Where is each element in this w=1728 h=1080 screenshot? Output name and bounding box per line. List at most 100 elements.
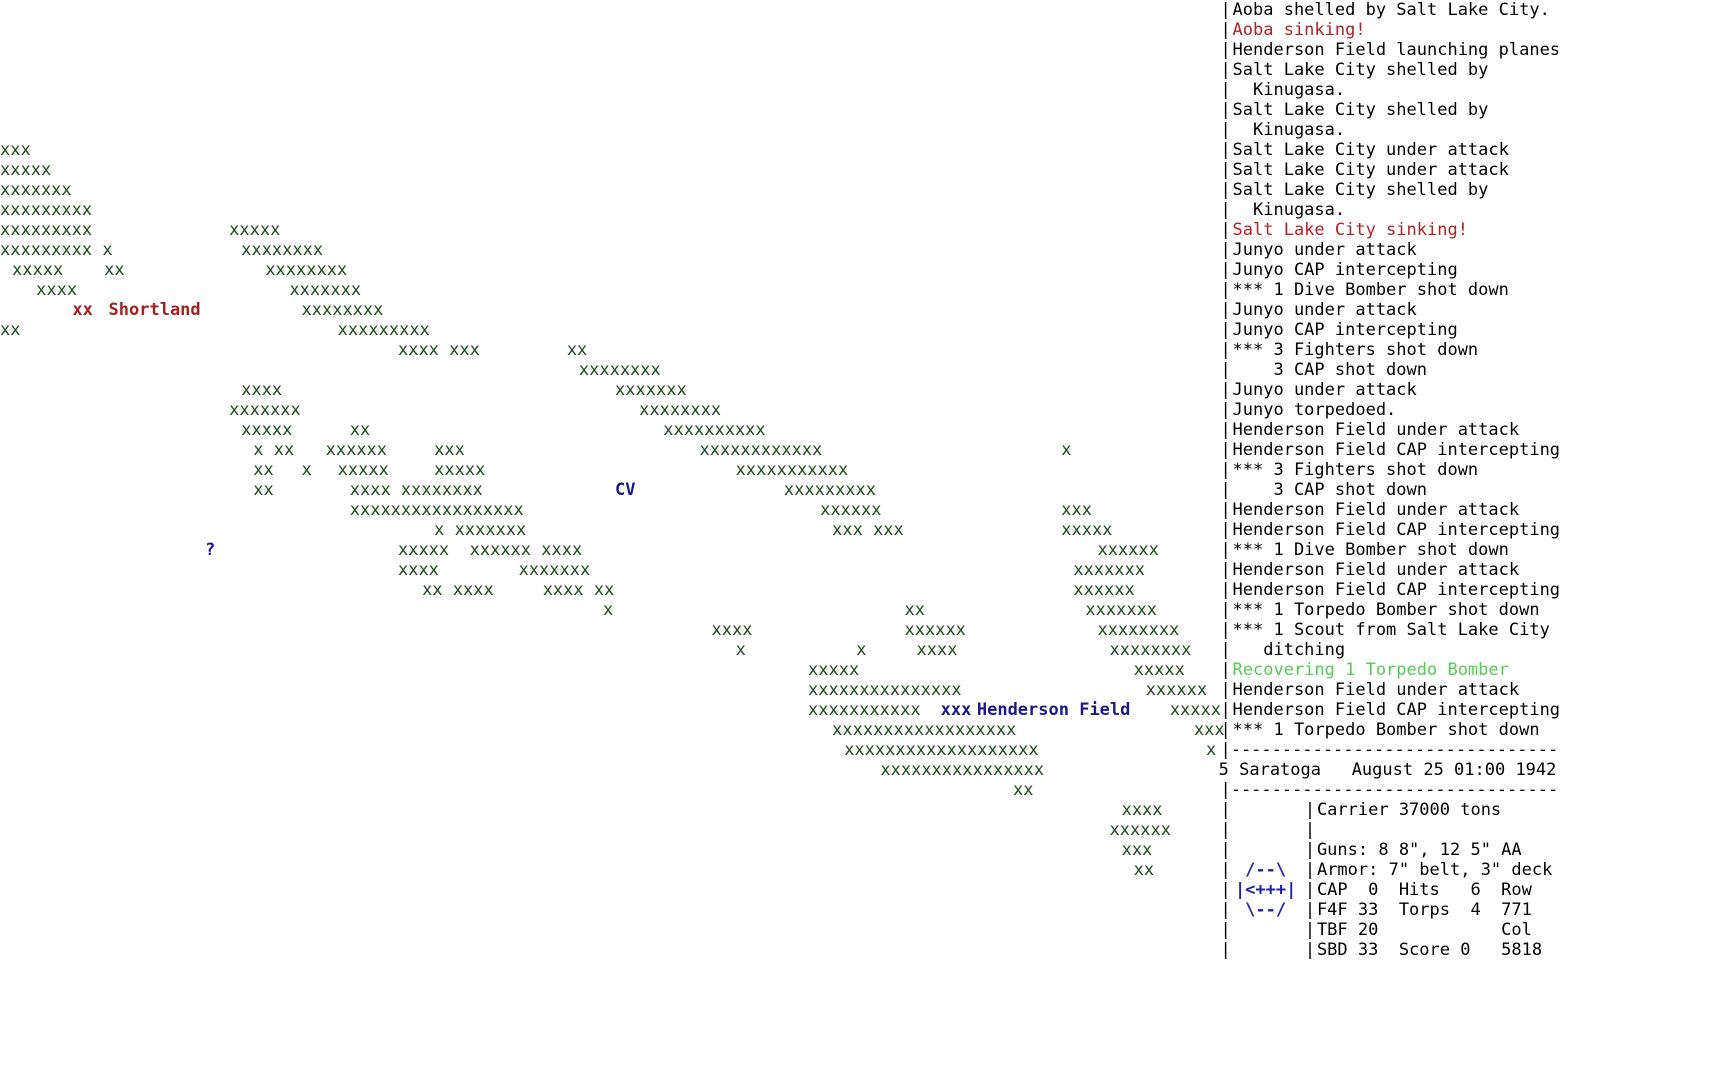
status-detail-line: Armor: 7" belt, 3" deck [1316, 860, 1553, 880]
map-terrain-run: xxxx [916, 640, 958, 660]
map-terrain-run: xxx xxx [832, 520, 904, 540]
log-border: | [1220, 600, 1231, 620]
map-terrain-run: xxxx [36, 280, 78, 300]
ship-silhouette: |<+++| [1234, 880, 1297, 900]
map-label[interactable]: CV [615, 480, 636, 500]
log-line: Henderson Field CAP intercepting [1232, 580, 1561, 600]
log-line: *** 1 Torpedo Bomber shot down [1232, 600, 1540, 620]
map-terrain-run: xxxxxxxxxxxxxxxxxxx [844, 740, 1039, 760]
log-line: Junyo under attack [1232, 300, 1417, 320]
log-line: Kinugasa. [1232, 80, 1346, 100]
map-terrain-run: xxxxx xx [12, 260, 125, 280]
map-terrain-run: x [1206, 740, 1217, 760]
log-line: *** 1 Torpedo Bomber shot down [1232, 720, 1540, 740]
status-rule-inner: | [1304, 920, 1316, 940]
map-terrain-run: xxxxxxxxx [0, 200, 93, 220]
status-rule-inner: | [1304, 820, 1316, 840]
log-border: | [1220, 300, 1231, 320]
log-line: Junyo under attack [1232, 240, 1417, 260]
map-terrain-run: x [735, 640, 746, 660]
map-terrain-run: xxxxxxxxxxxxxxxx [880, 760, 1045, 780]
log-line: Salt Lake City shelled by [1232, 100, 1489, 120]
log-border: | [1220, 560, 1231, 580]
map-label[interactable]: Henderson Field [976, 700, 1131, 720]
log-border: | [1220, 440, 1231, 460]
log-border: | [1220, 420, 1231, 440]
map-terrain-run: xx [253, 460, 274, 480]
map-terrain-run: xx [904, 600, 925, 620]
map-terrain-run: xxxxx [1061, 520, 1113, 540]
map-terrain-run: xx [1013, 780, 1034, 800]
log-line: *** 3 Fighters shot down [1232, 340, 1479, 360]
map-terrain-run: xxxxx [434, 460, 486, 480]
map-terrain-run: xxxxxx [820, 500, 882, 520]
map-terrain-run: xxxxxxxxx x [0, 240, 113, 260]
log-border: | [1220, 620, 1231, 640]
log-border: | [1220, 320, 1231, 340]
map-label[interactable]: xxx [940, 700, 972, 720]
map-terrain-run: xxxxxxxxxxxxxxx [808, 680, 962, 700]
map-terrain-run: xxxxx [337, 460, 389, 480]
map-terrain-run: xxxxx xxxxxx xxxx [397, 540, 583, 560]
ship-silhouette: \--/ [1234, 900, 1297, 920]
log-border: | [1220, 160, 1231, 180]
log-line: Salt Lake City sinking! [1232, 220, 1468, 240]
map-terrain-run: xxxxxxx [229, 400, 301, 420]
map-terrain-run: xxxx xxxxxxxx [349, 480, 483, 500]
map-terrain-run: xxxxxxxxxxxx [699, 440, 823, 460]
log-line: ditching [1232, 640, 1346, 660]
log-border: | [1220, 240, 1231, 260]
log-border: | [1220, 260, 1231, 280]
log-border: | [1220, 0, 1231, 20]
map-terrain-run: xxxxxxxxxxx [735, 460, 849, 480]
map-terrain-run: xxxxxxxx [265, 260, 348, 280]
status-rule-left: | [1220, 860, 1231, 880]
map-terrain-run: xxxx [241, 380, 283, 400]
map-terrain-run: xxxxxxx [518, 560, 591, 580]
map-terrain-run: x [1061, 440, 1072, 460]
log-line: *** 1 Scout from Salt Lake City [1232, 620, 1550, 640]
log-border: | [1220, 720, 1231, 740]
map-label[interactable]: xx [72, 300, 93, 320]
log-border: | [1220, 380, 1231, 400]
log-line: Henderson Field under attack [1232, 560, 1520, 580]
map-terrain-run: xx [349, 420, 371, 440]
map-terrain-run: xxxxx [808, 660, 860, 680]
log-line: Henderson Field under attack [1232, 500, 1520, 520]
map-terrain-run: x [301, 460, 312, 480]
map-terrain-run: xx [566, 340, 588, 360]
log-border: | [1220, 700, 1231, 720]
status-rule-left: | [1220, 920, 1231, 940]
status-divider-bottom: |-------------------------------- [1220, 780, 1559, 800]
log-border: | [1220, 640, 1231, 660]
status-rule-inner: | [1304, 800, 1316, 820]
status-stat-line: F4F 33 Torps 4 771 [1316, 900, 1532, 920]
log-line: Junyo torpedoed. [1232, 400, 1397, 420]
map-label[interactable]: ? [205, 540, 216, 560]
map-terrain-run: xx xxxx [422, 580, 494, 600]
map-terrain-run: xxxxxx [1073, 580, 1135, 600]
map-terrain-run: xxxxxxxxx [783, 480, 877, 500]
map-terrain-run: xxxxxxxx [301, 300, 384, 320]
map-terrain-run: xxxxxxxx [578, 360, 661, 380]
status-detail-line: Guns: 8 8", 12 5" AA [1316, 840, 1522, 860]
log-border: | [1220, 180, 1231, 200]
map-terrain-run: xxxxxxxxxxx [808, 700, 921, 720]
log-border: | [1220, 60, 1231, 80]
map-terrain-run: xxxx xx [542, 580, 615, 600]
log-line: *** 1 Dive Bomber shot down [1232, 280, 1509, 300]
map-terrain-run: xxxxxxxxxxxxxxxxxx [832, 720, 1017, 740]
map-terrain-run: x xx [253, 440, 295, 460]
map-terrain-run: xxxx [1121, 800, 1163, 820]
log-border: | [1220, 80, 1231, 100]
log-line: 3 CAP shot down [1232, 360, 1427, 380]
map-terrain-run: xxx [434, 440, 465, 460]
map-label[interactable]: Shortland [108, 300, 201, 320]
log-border: | [1220, 280, 1231, 300]
log-line: Salt Lake City under attack [1232, 160, 1509, 180]
map-terrain-run: xxxxx [241, 420, 293, 440]
status-rule-inner: | [1304, 880, 1316, 900]
map-terrain-run: xxxxxxxxxx [663, 420, 766, 440]
map-terrain-run: xxxxxxxx [1097, 620, 1180, 640]
